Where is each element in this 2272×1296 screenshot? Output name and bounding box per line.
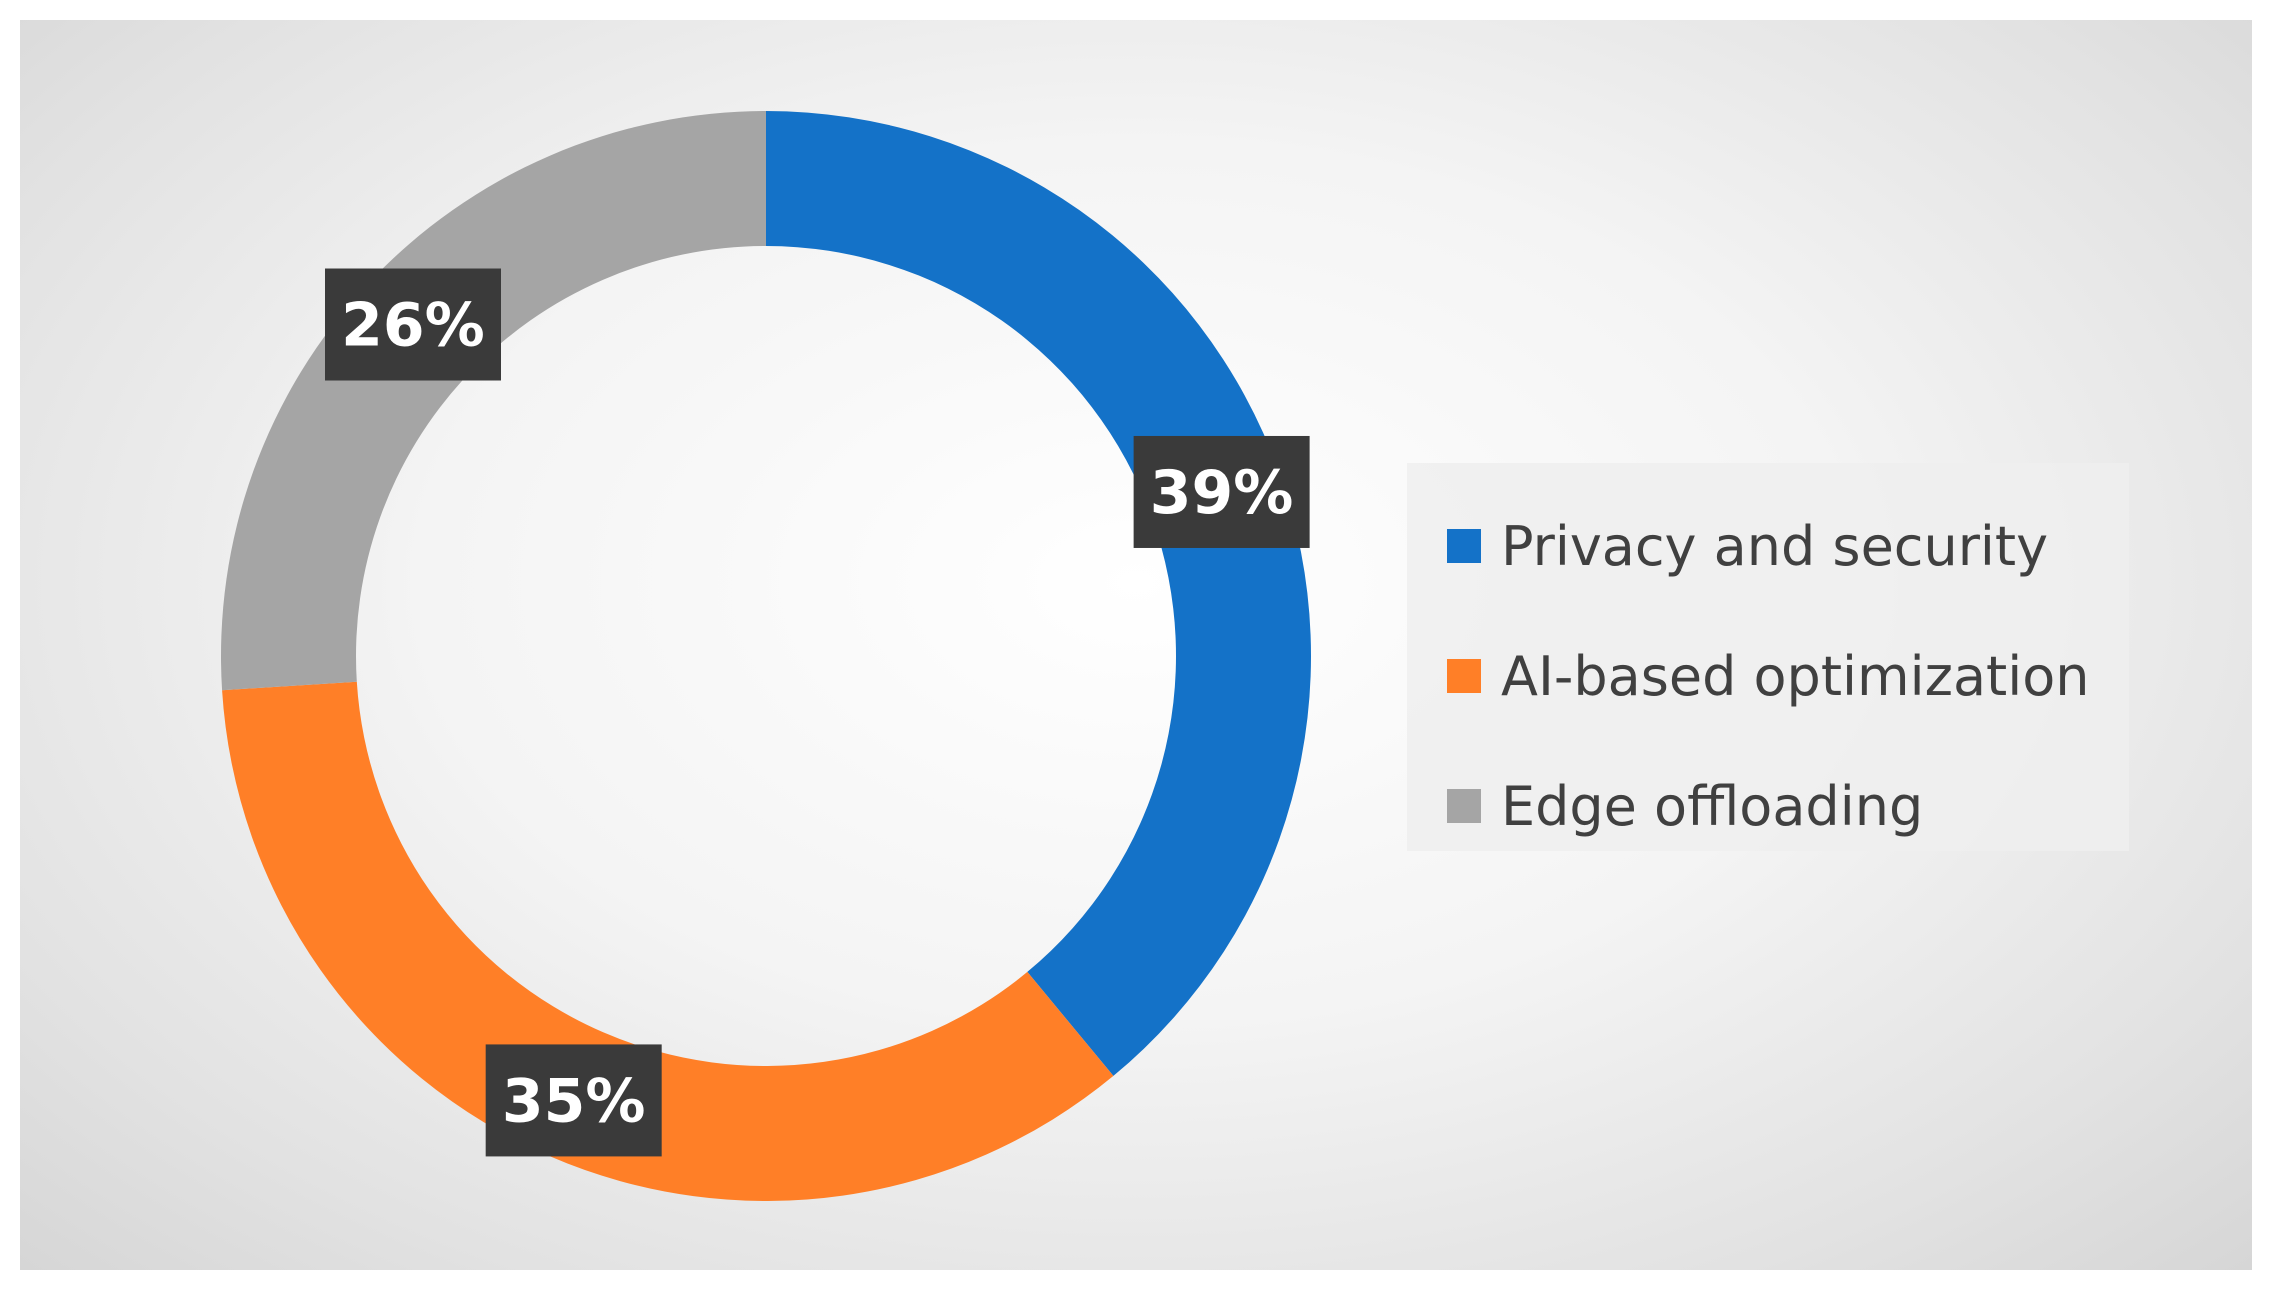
slice-ai-based-optimization[interactable] [222,681,1114,1201]
data-label-privacy-and-security: 39% [1133,435,1310,548]
slices-layer [221,111,1311,1201]
legend-swatch-orange [1447,659,1481,693]
data-label-ai-based-optimization: 35% [485,1044,662,1157]
data-label-edge-offloading: 26% [324,268,501,381]
legend-swatch-blue [1447,529,1481,563]
legend-label: Privacy and security [1501,514,2049,578]
donut-chart: 39% 35% 26% [221,111,1311,1201]
data-label-text: 39% [1150,458,1294,528]
slice-privacy-and-security[interactable] [766,111,1311,1076]
data-label-box [1133,435,1310,548]
legend: Privacy and security AI-based optimizati… [1407,463,2129,851]
legend-swatch-gray [1447,789,1481,823]
legend-label: Edge offloading [1501,774,1924,838]
legend-item-privacy-and-security[interactable]: Privacy and security [1407,481,2129,611]
legend-item-ai-based-optimization[interactable]: AI-based optimization [1407,611,2129,741]
data-label-text: 26% [341,291,485,361]
legend-item-edge-offloading[interactable]: Edge offloading [1407,741,2129,871]
legend-label: AI-based optimization [1501,644,2090,708]
slice-edge-offloading[interactable] [221,111,766,691]
data-label-box [324,268,501,381]
chart-area: 39% 35% 26% Privacy and security AI-based … [20,20,2252,1270]
data-label-text: 35% [502,1066,646,1136]
data-label-box [485,1044,662,1157]
data-labels-layer: 39% 35% 26% [324,268,1310,1157]
